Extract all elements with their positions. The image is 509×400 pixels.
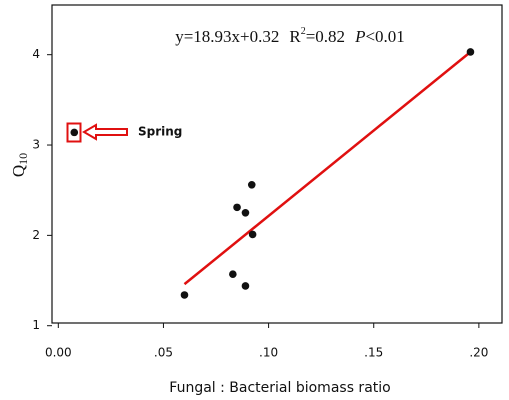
point [241,208,250,217]
point [180,291,189,299]
y-axis-label: Q10 [9,153,30,177]
equation-r: R [289,27,301,46]
point [233,203,241,212]
highlight-box [66,122,82,143]
equation-p: P [354,27,365,46]
point [70,128,79,137]
point [241,282,250,290]
x-tick-label: .05 [154,346,173,360]
equation-p-val: <0.01 [365,27,404,46]
fit-line [183,51,472,286]
point [466,48,475,56]
equation-r-val: =0.82 [306,27,345,46]
point [247,180,256,189]
point [248,230,257,239]
y-label-main: Q [9,165,28,177]
y-tick-label: 4 [32,47,40,61]
equation-fit: y=18.93x+0.32 [175,27,279,46]
x-tick-label: 0.00 [45,346,72,360]
x-tick-label: .20 [469,346,488,360]
y-label-sub: 10 [16,153,30,165]
x-tick-label: .15 [364,346,383,360]
x-axis-label: Fungal : Bacterial biomass ratio [169,380,390,396]
y-tick-label: 2 [32,228,40,242]
plot-frame [51,4,503,324]
annotation: Spring [138,125,182,139]
x-tick-label: .10 [259,346,278,360]
y-tick-label: 3 [32,138,40,152]
point [229,270,237,279]
y-tick-label: 1 [32,318,40,332]
arrow [82,123,128,141]
equation: y=18.93x+0.32 R2=0.82 P<0.01 [175,26,405,46]
equation-r-sup: 2 [301,26,306,37]
